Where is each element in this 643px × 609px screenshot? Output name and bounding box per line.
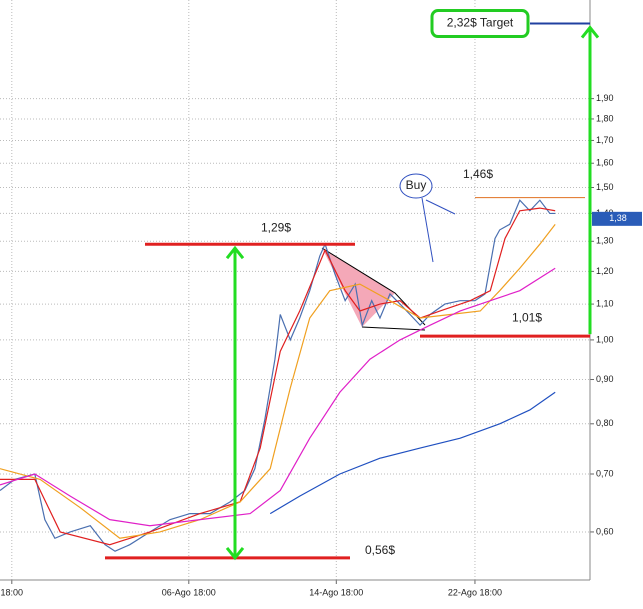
arrow-head bbox=[225, 546, 245, 561]
series-line bbox=[0, 199, 556, 552]
buy-arrow bbox=[421, 197, 434, 263]
y-tick-label: 0,90 bbox=[596, 374, 614, 384]
x-tick-label: 22-Ago 18:00 bbox=[448, 587, 502, 597]
y-tick-label: 1,90 bbox=[596, 93, 614, 103]
y-tick-label: 0,60 bbox=[596, 526, 614, 536]
triangle-pattern bbox=[322, 248, 395, 327]
y-tick-label: 0,70 bbox=[596, 468, 614, 478]
x-tick-label: 18:00 bbox=[1, 587, 24, 597]
y-tick-label: 1,00 bbox=[596, 334, 614, 344]
y-tick-label: 1,60 bbox=[596, 158, 614, 168]
y-tick-label: 1,30 bbox=[596, 236, 614, 246]
y-tick-label: 1,50 bbox=[596, 182, 614, 192]
x-tick-label: 06-Ago 18:00 bbox=[162, 587, 216, 597]
price-badge bbox=[592, 211, 642, 226]
price-badge-label: 1,38 bbox=[609, 213, 627, 223]
y-tick-label: 1,20 bbox=[596, 266, 614, 276]
y-tick-label: 1,70 bbox=[596, 135, 614, 145]
y-tick-label: 1,80 bbox=[596, 113, 614, 123]
annotation-label: 1,46$ bbox=[463, 167, 493, 181]
annotation-label: 0,56$ bbox=[365, 543, 395, 557]
series-line bbox=[0, 223, 556, 539]
series-line bbox=[269, 391, 556, 515]
annotation-label: 1,29$ bbox=[261, 220, 291, 234]
arrow-head bbox=[225, 245, 245, 260]
target-label: 2,32$ Target bbox=[447, 16, 514, 30]
pattern-lower-line bbox=[361, 326, 426, 331]
series-line bbox=[0, 267, 556, 527]
y-tick-label: 0,80 bbox=[596, 418, 614, 428]
arrow-head bbox=[580, 25, 600, 39]
annotation-label: 1,01$ bbox=[512, 310, 542, 324]
target-box bbox=[430, 9, 530, 39]
x-tick-label: 14-Ago 18:00 bbox=[309, 587, 363, 597]
buy-label: Buy bbox=[406, 178, 427, 192]
y-tick-label: 1,10 bbox=[596, 298, 614, 308]
buy-bubble bbox=[399, 173, 433, 199]
buy-arrow bbox=[425, 199, 456, 215]
